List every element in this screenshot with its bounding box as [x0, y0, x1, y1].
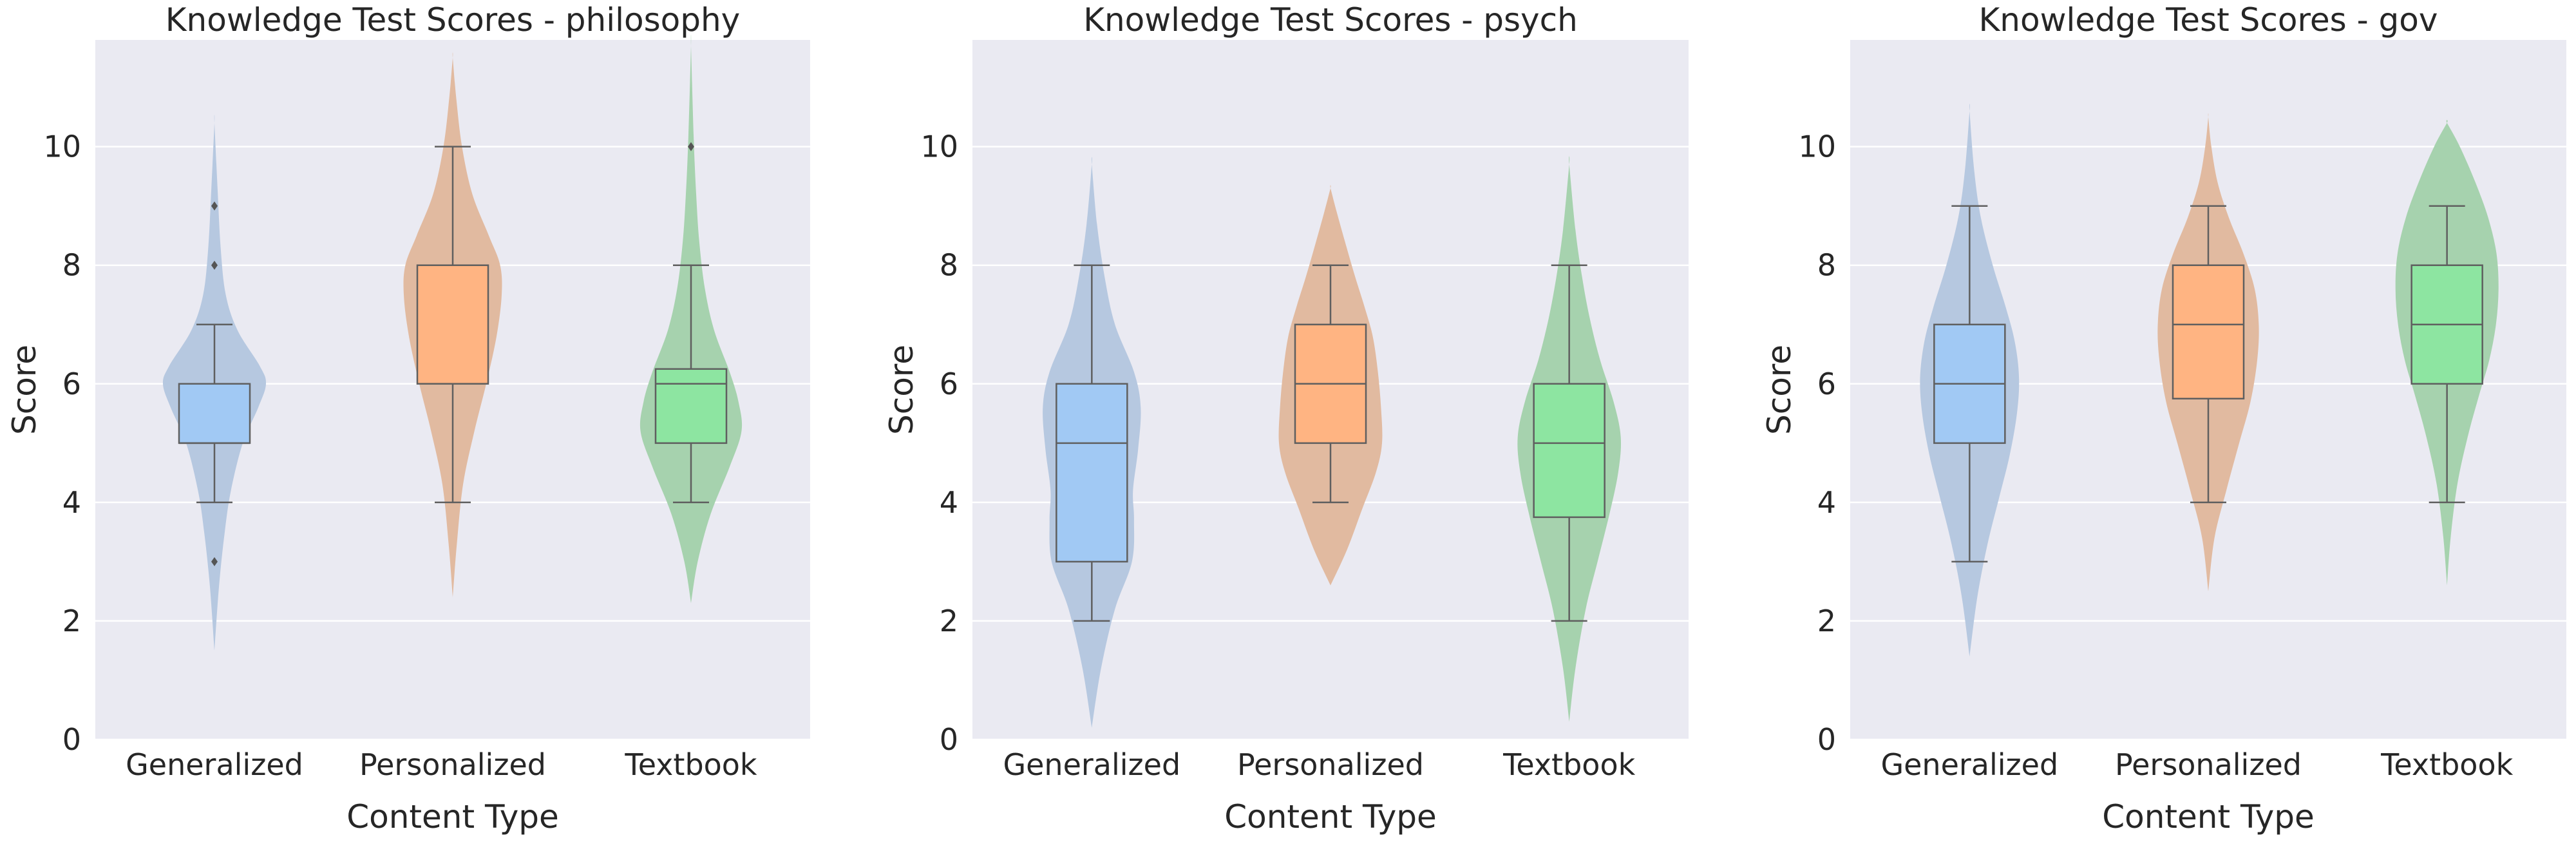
y-axis-label: Score [1761, 345, 1798, 435]
y-axis-label: Score [6, 345, 43, 435]
y-tick-label: 2 [1817, 604, 1836, 638]
x-tick-label: Personalized [359, 747, 546, 782]
y-tick-label: 2 [940, 604, 958, 638]
y-tick-label: 4 [1817, 485, 1836, 520]
x-axis-label: Content Type [2102, 798, 2315, 836]
y-tick-label: 10 [920, 129, 958, 164]
y-tick-label: 2 [62, 604, 81, 638]
box-personalized [2172, 264, 2245, 400]
y-axis-label: Score [883, 345, 920, 435]
outlier-point [688, 142, 694, 151]
y-tick-label: 0 [940, 722, 958, 757]
box-generalized [1056, 383, 1128, 563]
box-generalized [178, 383, 251, 444]
y-tick-label: 6 [1817, 367, 1836, 401]
x-tick-label: Generalized [1880, 747, 2058, 782]
y-tick-label: 4 [940, 485, 958, 520]
y-tick-label: 0 [1817, 722, 1836, 757]
y-tick-label: 8 [62, 248, 81, 283]
x-axis-label: Content Type [346, 798, 559, 836]
box-textbook [654, 368, 728, 444]
y-tick-label: 6 [940, 367, 958, 401]
box-personalized [416, 264, 489, 385]
x-tick-label: Textbook [1502, 747, 1636, 782]
panel-title: Knowledge Test Scores - philosophy [166, 1, 740, 39]
y-tick-label: 6 [62, 367, 81, 401]
y-tick-label: 0 [62, 722, 81, 757]
y-tick-label: 10 [43, 129, 81, 164]
x-tick-label: Personalized [1237, 747, 1424, 782]
panel-title: Knowledge Test Scores - psych [1083, 1, 1578, 39]
chart-panel-1: 0 2 4 6 8 10 Generalized Personalized Textbook Kn… [6, 1, 810, 836]
panel-title: Knowledge Test Scores - gov [1979, 1, 2438, 39]
chart-panel-3: 0 2 4 6 8 10 Generalized Personalized Textbook Kn… [1761, 1, 2566, 836]
y-tick-label: 10 [1798, 129, 1836, 164]
x-tick-label: Generalized [1003, 747, 1180, 782]
box-textbook [1533, 383, 1605, 519]
chart-panel-2: 0 2 4 6 8 10 Generalized Personalized Textbook Kn… [883, 1, 1689, 836]
outlier-point [211, 557, 218, 566]
y-tick-label: 8 [1817, 248, 1836, 283]
outlier-point [211, 260, 218, 270]
x-tick-label: Generalized [126, 747, 303, 782]
x-tick-label: Textbook [2380, 747, 2514, 782]
x-tick-label: Personalized [2115, 747, 2302, 782]
outlier-point [211, 201, 218, 211]
y-tick-label: 8 [940, 248, 958, 283]
y-tick-label: 4 [62, 485, 81, 520]
x-axis-label: Content Type [1224, 798, 1437, 836]
x-tick-label: Textbook [624, 747, 757, 782]
